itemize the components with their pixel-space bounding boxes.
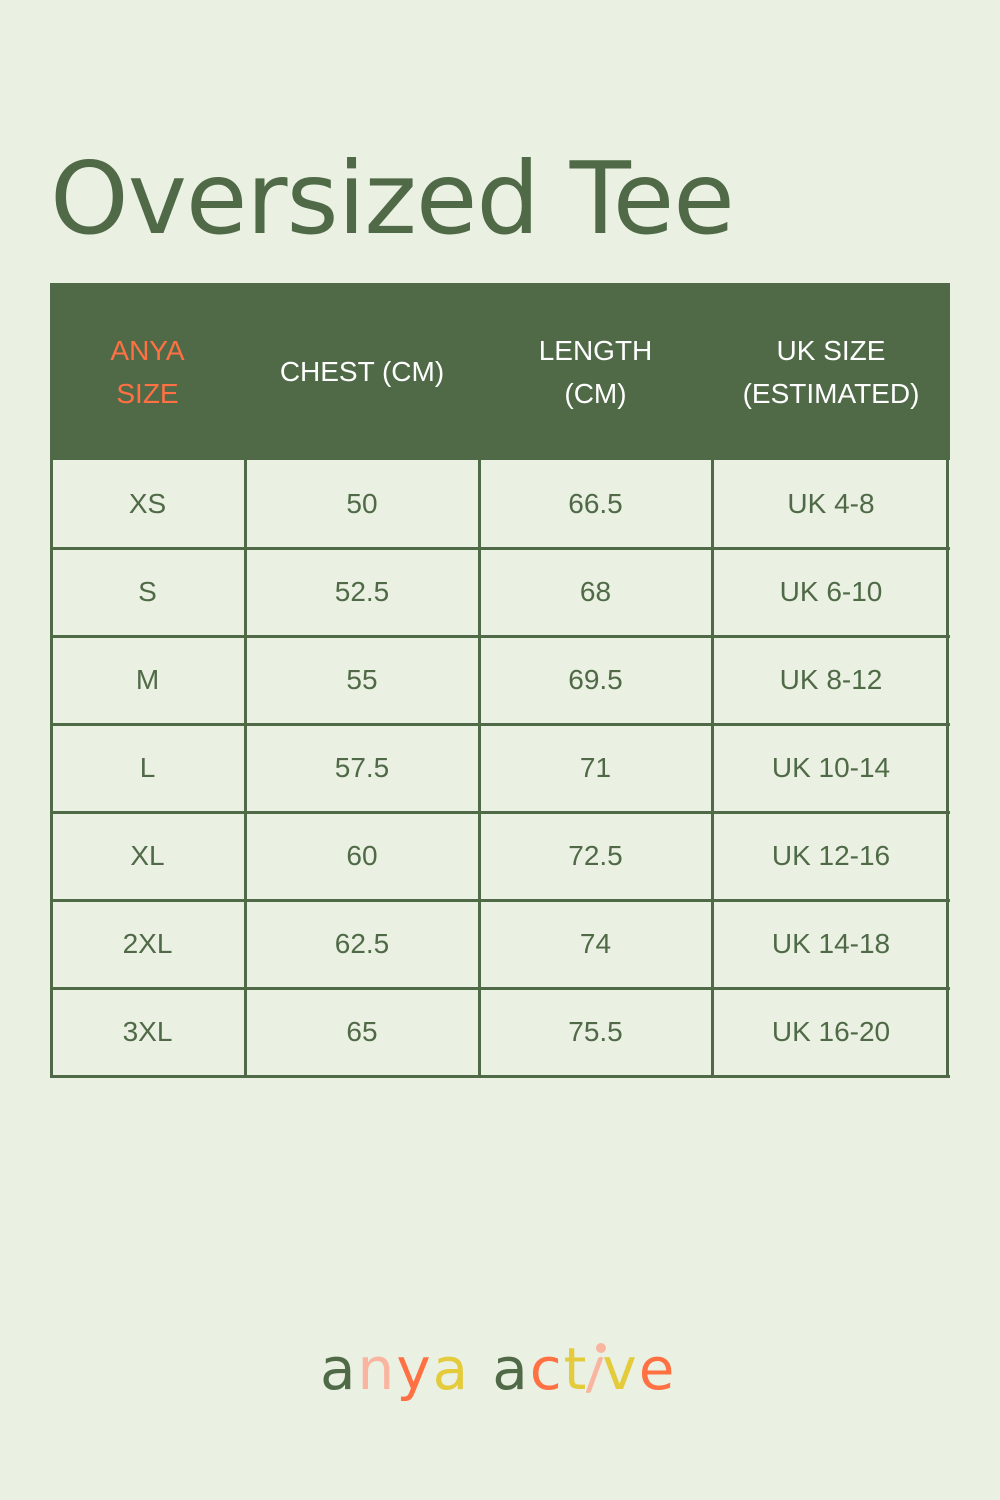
header-line: ANYA	[110, 334, 185, 366]
header-uk-size: UK SIZE (ESTIMATED)	[712, 283, 950, 460]
column-divider	[244, 460, 247, 1077]
table-cell: 52.5	[334, 576, 390, 607]
anya-active-logo: anya act ve	[320, 1335, 676, 1403]
table-cell: 68	[579, 576, 612, 607]
table-cell: S	[138, 576, 157, 607]
table-cell: UK 8-12	[779, 664, 883, 695]
table-cell: UK 10-14	[771, 752, 891, 783]
column-divider	[711, 460, 714, 1077]
column-divider	[946, 460, 949, 1077]
row-divider	[50, 811, 950, 814]
logo-letter: e	[638, 1335, 677, 1403]
row-divider	[50, 723, 950, 726]
row-divider	[50, 635, 950, 638]
header-chest: CHEST (CM)	[245, 283, 479, 460]
column-divider	[50, 460, 53, 1077]
logo-letter: n	[357, 1335, 397, 1403]
table-cell: UK 16-20	[771, 1016, 891, 1047]
table-cell: 71	[579, 752, 612, 783]
page-title: Oversized Tee	[50, 140, 735, 257]
table-cell: L	[139, 752, 156, 783]
header-line: SIZE	[116, 377, 179, 409]
table-cell: XS	[128, 488, 167, 519]
table-cell: UK 4-8	[787, 488, 875, 519]
logo-letter: c	[529, 1335, 564, 1403]
table-cell: 66.5	[568, 488, 623, 519]
header-line: LENGTH	[538, 334, 653, 366]
table-cell: 2XL	[122, 928, 173, 959]
table-cell: 57.5	[334, 752, 390, 783]
header-anya-size: ANYA SIZE	[50, 283, 245, 460]
logo-letter: a	[492, 1335, 530, 1403]
table-cell: 75.5	[568, 1016, 623, 1047]
size-chart-table: ANYA SIZE CHEST (CM) LENGTH (CM) UK SIZE (E…	[50, 283, 950, 1078]
table-body: XS 50 66.5 UK 4-8 S 52.5 68 UK 6-10 M 55 69.5 UK 8-…	[50, 460, 950, 1078]
table-cell: 69.5	[568, 664, 623, 695]
header-line: CHEST (CM)	[279, 356, 445, 387]
header-line: UK SIZE	[776, 334, 886, 366]
logo-letter: a	[320, 1335, 358, 1403]
table-cell: UK 14-18	[771, 928, 891, 959]
row-divider	[50, 987, 950, 990]
table-cell: XL	[130, 840, 165, 871]
table-cell: 50	[346, 488, 378, 519]
table-header: ANYA SIZE CHEST (CM) LENGTH (CM) UK SIZE (E…	[50, 283, 950, 460]
table-cell: 74	[579, 928, 612, 959]
table-cell: UK 12-16	[771, 840, 891, 871]
table-cell: UK 6-10	[779, 576, 883, 607]
table-cell: 72.5	[568, 840, 623, 871]
column-divider	[478, 460, 481, 1077]
row-divider	[50, 899, 950, 902]
table-cell: 3XL	[122, 1016, 173, 1047]
table-cell: 65	[346, 1016, 378, 1047]
logo-letter: y	[396, 1335, 433, 1403]
row-divider	[50, 1075, 950, 1078]
header-line: (ESTIMATED)	[742, 377, 920, 409]
logo-letter: t	[563, 1335, 589, 1403]
header-line: (CM)	[564, 377, 627, 409]
row-divider	[50, 547, 950, 550]
table-cell: M	[135, 664, 160, 695]
logo-letter: a	[432, 1335, 471, 1403]
logo-letter	[588, 1335, 607, 1403]
table-cell: 62.5	[334, 928, 390, 959]
table-cell: 55	[346, 664, 378, 695]
table-cell: 60	[346, 840, 378, 871]
header-length: LENGTH (CM)	[479, 283, 712, 460]
